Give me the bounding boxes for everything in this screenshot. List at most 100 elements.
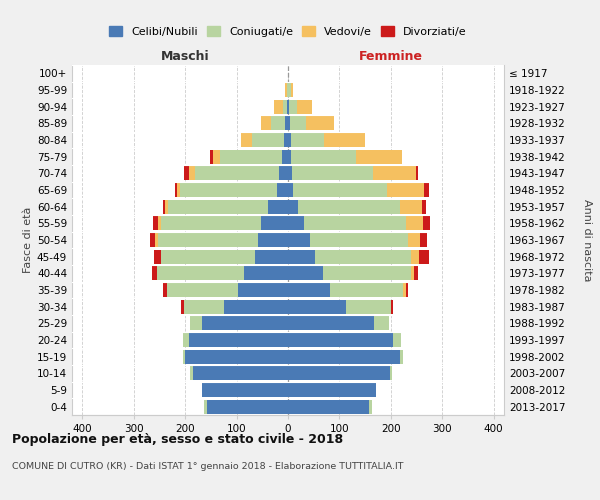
Bar bbox=[150, 233, 155, 247]
Bar bbox=[196, 166, 279, 180]
Bar bbox=[423, 216, 430, 230]
Bar bbox=[238, 283, 288, 297]
Bar bbox=[403, 283, 406, 297]
Bar bbox=[152, 266, 157, 280]
Bar bbox=[155, 233, 158, 247]
Bar bbox=[161, 250, 254, 264]
Bar bbox=[207, 400, 288, 414]
Bar bbox=[412, 266, 414, 280]
Bar bbox=[288, 83, 290, 97]
Y-axis label: Fasce di età: Fasce di età bbox=[23, 207, 33, 273]
Bar bbox=[220, 150, 282, 164]
Legend: Celibi/Nubili, Coniugati/e, Vedovi/e, Divorziati/e: Celibi/Nubili, Coniugati/e, Vedovi/e, Di… bbox=[105, 22, 471, 41]
Bar bbox=[163, 283, 167, 297]
Bar bbox=[288, 316, 374, 330]
Bar bbox=[168, 200, 268, 214]
Bar bbox=[158, 233, 258, 247]
Bar bbox=[178, 183, 180, 197]
Bar bbox=[288, 283, 330, 297]
Bar bbox=[161, 216, 261, 230]
Text: COMUNE DI CUTRO (KR) - Dati ISTAT 1° gennaio 2018 - Elaborazione TUTTITALIA.IT: COMUNE DI CUTRO (KR) - Dati ISTAT 1° gen… bbox=[12, 462, 404, 471]
Bar bbox=[290, 150, 356, 164]
Bar bbox=[419, 233, 427, 247]
Bar bbox=[304, 216, 406, 230]
Bar bbox=[288, 116, 290, 130]
Bar bbox=[288, 100, 289, 114]
Bar bbox=[165, 200, 168, 214]
Bar bbox=[193, 366, 288, 380]
Bar bbox=[213, 150, 220, 164]
Bar bbox=[271, 116, 286, 130]
Bar bbox=[288, 383, 376, 397]
Bar bbox=[400, 350, 403, 364]
Bar bbox=[412, 250, 419, 264]
Bar bbox=[346, 300, 391, 314]
Bar bbox=[244, 266, 288, 280]
Bar bbox=[261, 216, 288, 230]
Bar bbox=[184, 166, 189, 180]
Bar bbox=[400, 200, 422, 214]
Bar bbox=[288, 350, 400, 364]
Bar bbox=[298, 200, 400, 214]
Bar bbox=[394, 333, 401, 347]
Bar bbox=[184, 300, 224, 314]
Bar bbox=[288, 183, 293, 197]
Bar bbox=[310, 233, 409, 247]
Bar bbox=[288, 150, 290, 164]
Bar bbox=[290, 133, 324, 147]
Bar bbox=[288, 250, 315, 264]
Bar bbox=[419, 250, 430, 264]
Bar bbox=[287, 100, 288, 114]
Bar bbox=[180, 183, 277, 197]
Bar bbox=[323, 266, 412, 280]
Bar bbox=[284, 133, 288, 147]
Bar bbox=[224, 300, 288, 314]
Bar bbox=[293, 183, 387, 197]
Bar bbox=[416, 166, 418, 180]
Text: Popolazione per età, sesso e stato civile - 2018: Popolazione per età, sesso e stato civil… bbox=[12, 432, 343, 446]
Bar bbox=[277, 183, 288, 197]
Bar bbox=[290, 116, 306, 130]
Bar bbox=[181, 300, 184, 314]
Bar bbox=[324, 133, 365, 147]
Bar bbox=[287, 83, 288, 97]
Bar bbox=[167, 283, 238, 297]
Bar bbox=[189, 166, 196, 180]
Bar bbox=[288, 133, 290, 147]
Bar bbox=[252, 133, 284, 147]
Bar bbox=[288, 216, 304, 230]
Bar bbox=[241, 133, 252, 147]
Bar bbox=[182, 350, 185, 364]
Bar bbox=[157, 266, 244, 280]
Bar bbox=[258, 233, 288, 247]
Bar bbox=[158, 216, 161, 230]
Bar bbox=[153, 216, 158, 230]
Bar bbox=[369, 400, 372, 414]
Bar bbox=[288, 333, 394, 347]
Bar bbox=[190, 366, 193, 380]
Text: Maschi: Maschi bbox=[161, 50, 209, 64]
Bar bbox=[268, 200, 288, 214]
Text: Femmine: Femmine bbox=[359, 50, 423, 64]
Bar bbox=[286, 116, 288, 130]
Bar bbox=[373, 166, 416, 180]
Bar bbox=[391, 300, 394, 314]
Bar bbox=[288, 166, 292, 180]
Y-axis label: Anni di nascita: Anni di nascita bbox=[582, 198, 592, 281]
Bar bbox=[390, 366, 392, 380]
Bar bbox=[175, 183, 178, 197]
Bar bbox=[163, 200, 165, 214]
Bar bbox=[185, 350, 288, 364]
Bar bbox=[292, 166, 373, 180]
Bar bbox=[406, 283, 409, 297]
Bar bbox=[306, 116, 334, 130]
Bar bbox=[288, 400, 369, 414]
Bar bbox=[202, 316, 288, 330]
Bar bbox=[315, 250, 412, 264]
Bar bbox=[422, 200, 426, 214]
Bar bbox=[154, 250, 161, 264]
Bar bbox=[387, 183, 424, 197]
Bar bbox=[414, 266, 418, 280]
Bar bbox=[190, 316, 202, 330]
Bar bbox=[289, 100, 297, 114]
